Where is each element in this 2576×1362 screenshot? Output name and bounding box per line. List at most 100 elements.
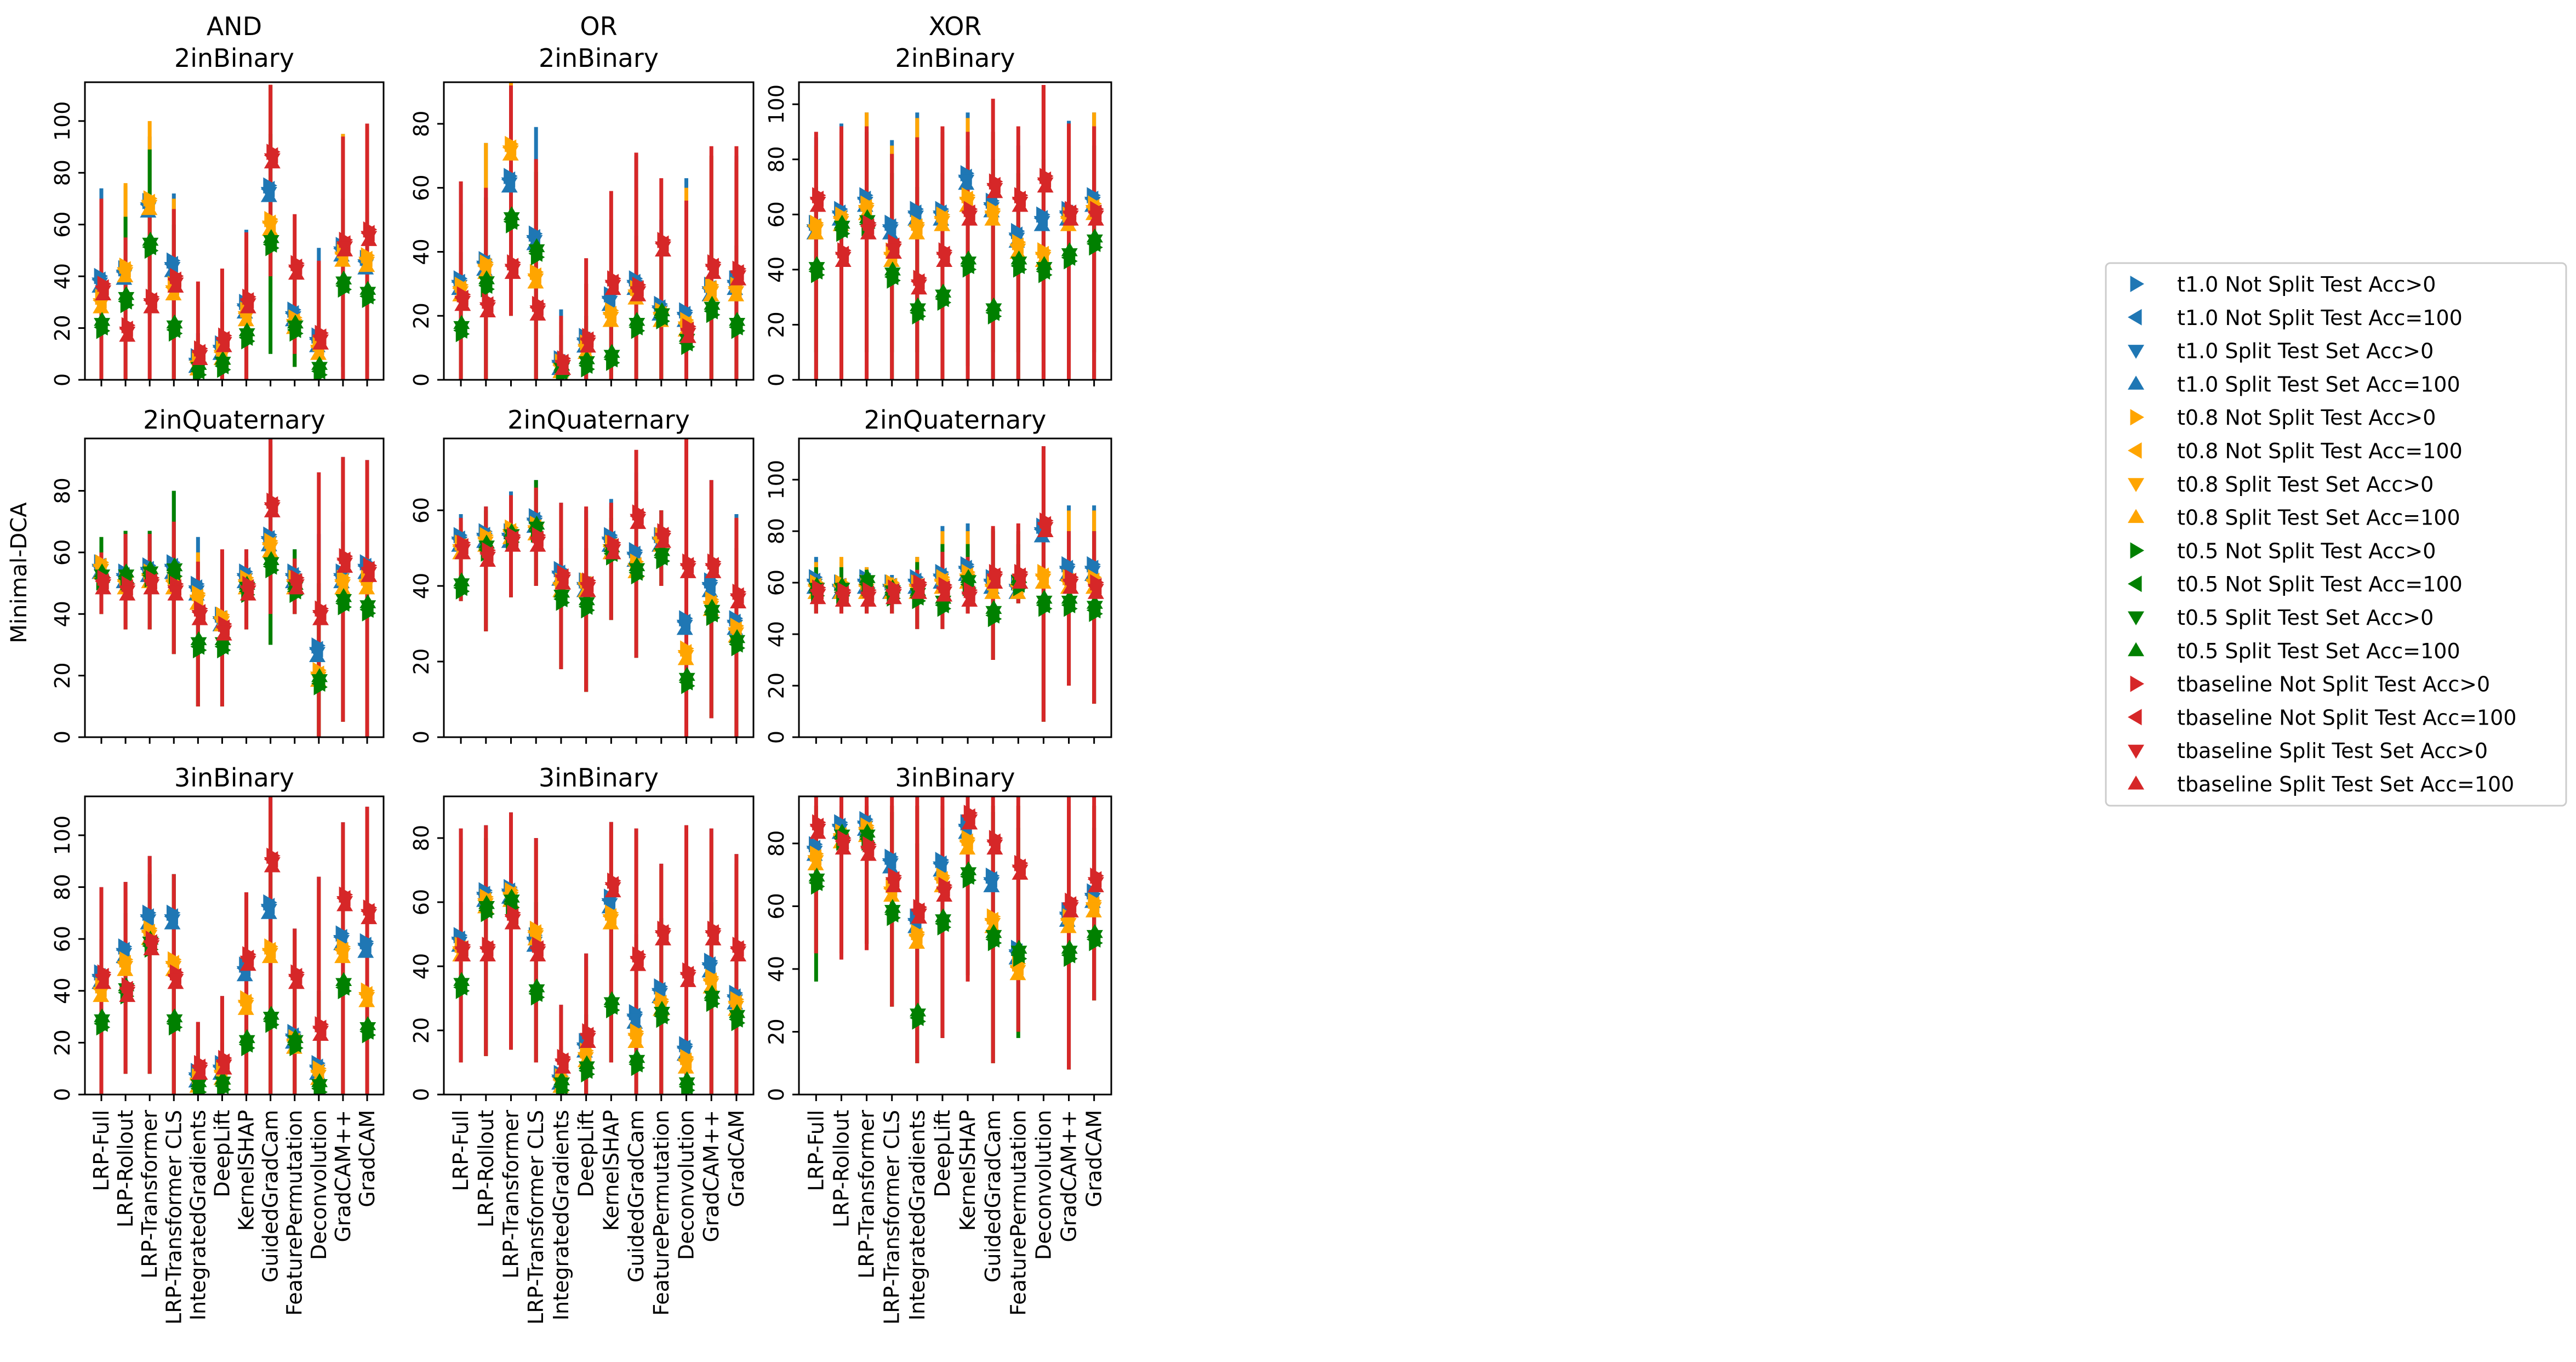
panel-r1c1: 0 20 40 60 2inQuaternary	[409, 405, 755, 744]
data-point	[237, 1001, 254, 1015]
y-tick-label: 0	[50, 373, 75, 386]
x-tick-label: KernelSHAP	[235, 1110, 259, 1231]
data-point	[555, 1059, 572, 1074]
data-point	[936, 253, 953, 267]
data-point	[239, 299, 256, 314]
data-point	[860, 847, 877, 861]
data-point	[729, 311, 746, 326]
data-point	[478, 270, 495, 284]
panel-title: 2inQuaternary	[143, 405, 325, 435]
data-point	[335, 588, 352, 602]
data-point	[579, 338, 596, 353]
y-tick-label: 80	[50, 159, 75, 186]
data-point	[117, 268, 134, 282]
data-point	[214, 350, 231, 365]
data-point	[529, 538, 546, 552]
data-point	[835, 840, 852, 855]
x-tick-label: GradCAM++	[1057, 1110, 1081, 1242]
panel-frame	[798, 795, 1112, 1096]
data-point	[479, 947, 496, 962]
data-point	[654, 931, 671, 945]
data-point	[602, 312, 619, 327]
panel-title: 2inBinary	[539, 43, 659, 73]
data-point	[1009, 966, 1026, 981]
data-point	[239, 586, 256, 601]
y-tick-label: 20	[764, 673, 789, 699]
data-point	[167, 975, 184, 989]
data-point	[807, 225, 824, 240]
data-point	[883, 253, 900, 267]
data-point	[603, 344, 620, 358]
y-tick-label: 20	[409, 1017, 433, 1044]
data-point	[960, 250, 977, 265]
data-point	[453, 972, 470, 986]
data-point	[504, 915, 521, 930]
data-point	[191, 1065, 208, 1080]
data-point	[604, 281, 621, 295]
data-point	[260, 188, 277, 202]
data-point	[1009, 244, 1026, 259]
data-point	[143, 580, 160, 595]
data-point	[143, 941, 160, 955]
data-point	[312, 335, 329, 350]
y-tick-label: 20	[50, 662, 75, 688]
y-tick-label: 20	[409, 648, 433, 675]
y-tick-label: 40	[409, 953, 433, 979]
data-point	[238, 1029, 255, 1044]
data-point	[1010, 250, 1027, 265]
data-point	[117, 962, 134, 976]
legend-label: t0.8 Not Split Test Acc=100	[2177, 439, 2463, 463]
data-point	[729, 629, 746, 643]
panel-frame	[443, 437, 755, 738]
data-point	[454, 297, 471, 311]
data-point	[986, 574, 1003, 589]
data-point	[579, 583, 596, 597]
data-point	[602, 915, 619, 930]
data-point	[118, 286, 135, 300]
y-tick-label: 20	[764, 1018, 789, 1045]
data-point	[143, 299, 160, 314]
legend-marker	[2130, 276, 2144, 292]
legend-label: t0.5 Not Split Test Acc>0	[2177, 539, 2436, 563]
data-point	[860, 592, 877, 607]
data-point	[702, 287, 719, 301]
data-point	[312, 1027, 329, 1041]
data-point	[704, 984, 721, 999]
data-point	[479, 552, 496, 567]
y-tick-label: 60	[409, 497, 433, 523]
data-point	[334, 580, 351, 595]
y-tick-label: 100	[764, 460, 789, 500]
data-point	[529, 947, 546, 962]
panel-frame	[443, 81, 755, 381]
data-point	[704, 599, 721, 613]
data-point	[93, 299, 110, 314]
x-tick-label: LRP-Transformer CLS	[162, 1110, 186, 1325]
x-tick-label: LRP-Full	[804, 1110, 828, 1191]
data-point	[833, 214, 850, 229]
data-point	[986, 184, 1003, 198]
data-point	[807, 856, 824, 870]
panel-title: 3inBinary	[895, 763, 1015, 793]
data-point	[336, 559, 353, 573]
data-point	[95, 286, 112, 301]
data-point	[166, 314, 183, 329]
panel-data	[92, 84, 378, 380]
legend-marker	[2128, 575, 2142, 592]
data-point	[630, 957, 647, 971]
legend-label: t1.0 Not Split Test Acc>0	[2177, 272, 2436, 297]
data-point	[288, 975, 305, 989]
data-point	[335, 270, 352, 285]
data-point	[630, 287, 647, 301]
data-point	[885, 878, 902, 892]
y-tick-label: 80	[409, 111, 433, 137]
panel-data	[806, 85, 1104, 380]
y-tick-label: 40	[50, 263, 75, 289]
data-point	[1060, 919, 1077, 933]
legend: t1.0 Not Split Test Acc>0 t1.0 Not Split …	[2105, 262, 2567, 807]
x-tick-label: LRP-Rollout	[113, 1110, 138, 1228]
panel-data	[451, 438, 747, 737]
data-point	[260, 905, 277, 919]
x-tick-label: LRP-Transformer	[499, 1110, 523, 1279]
legend-marker	[2128, 442, 2142, 459]
